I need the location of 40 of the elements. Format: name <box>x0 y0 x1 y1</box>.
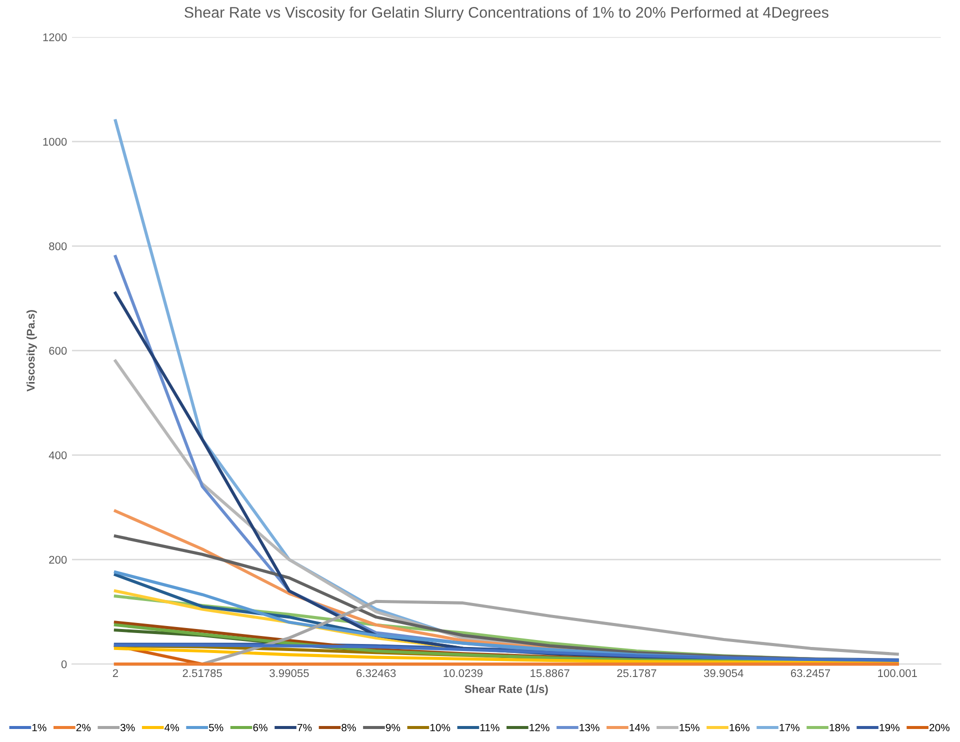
legend-label: 1% <box>32 724 46 732</box>
legend-label: 8% <box>342 724 356 732</box>
y-tick-label: 1200 <box>43 33 67 42</box>
chart-title: Shear Rate vs Viscosity for Gelatin Slurry Concentrations of 1% to 20% Performed at 4Degrees <box>184 6 828 21</box>
legend-label: 10% <box>430 724 450 732</box>
legend-label: 18% <box>830 724 850 732</box>
y-axis-title: Viscosity (Pa.s) <box>26 310 37 392</box>
legend-label: 9% <box>386 724 400 732</box>
x-tick-label: 2 <box>112 669 118 678</box>
legend-label: 16% <box>730 724 750 732</box>
y-tick-label: 200 <box>49 556 67 564</box>
legend-label: 5% <box>208 724 224 732</box>
x-tick-label: 10.0239 <box>444 669 483 678</box>
y-tick-label: 0 <box>61 660 67 668</box>
legend-label: 19% <box>880 724 900 732</box>
y-tick-label: 800 <box>49 242 67 250</box>
x-tick-label: 39.9054 <box>704 669 744 678</box>
legend-label: 4% <box>164 724 179 732</box>
x-tick-label: 2.51785 <box>182 669 222 678</box>
x-tick-label: 63.2457 <box>790 669 830 678</box>
y-tick-label: 1000 <box>43 138 67 146</box>
legend-label: 13% <box>580 724 600 732</box>
legend-label: 17% <box>780 724 800 732</box>
legend-label: 7% <box>298 724 312 732</box>
legend-label: 15% <box>680 724 700 732</box>
legend-label: 14% <box>630 724 650 732</box>
x-tick-label: 6.32463 <box>356 669 396 678</box>
y-tick-label: 600 <box>49 346 67 355</box>
x-axis-title: Shear Rate (1/s) <box>464 684 548 696</box>
y-tick-label: 400 <box>48 451 67 460</box>
legend-label: 6% <box>253 724 268 732</box>
legend-label: 20% <box>930 724 950 732</box>
legend-label: 11% <box>480 724 500 732</box>
x-tick-label: 25.1787 <box>617 669 656 678</box>
x-tick-label: 100.001 <box>878 669 917 678</box>
legend-label: 12% <box>530 724 550 732</box>
x-tick-label: 3.99055 <box>270 669 309 678</box>
legend-label: 2% <box>76 724 91 732</box>
legend-label: 3% <box>120 724 135 732</box>
x-tick-label: 15.8867 <box>530 669 570 678</box>
